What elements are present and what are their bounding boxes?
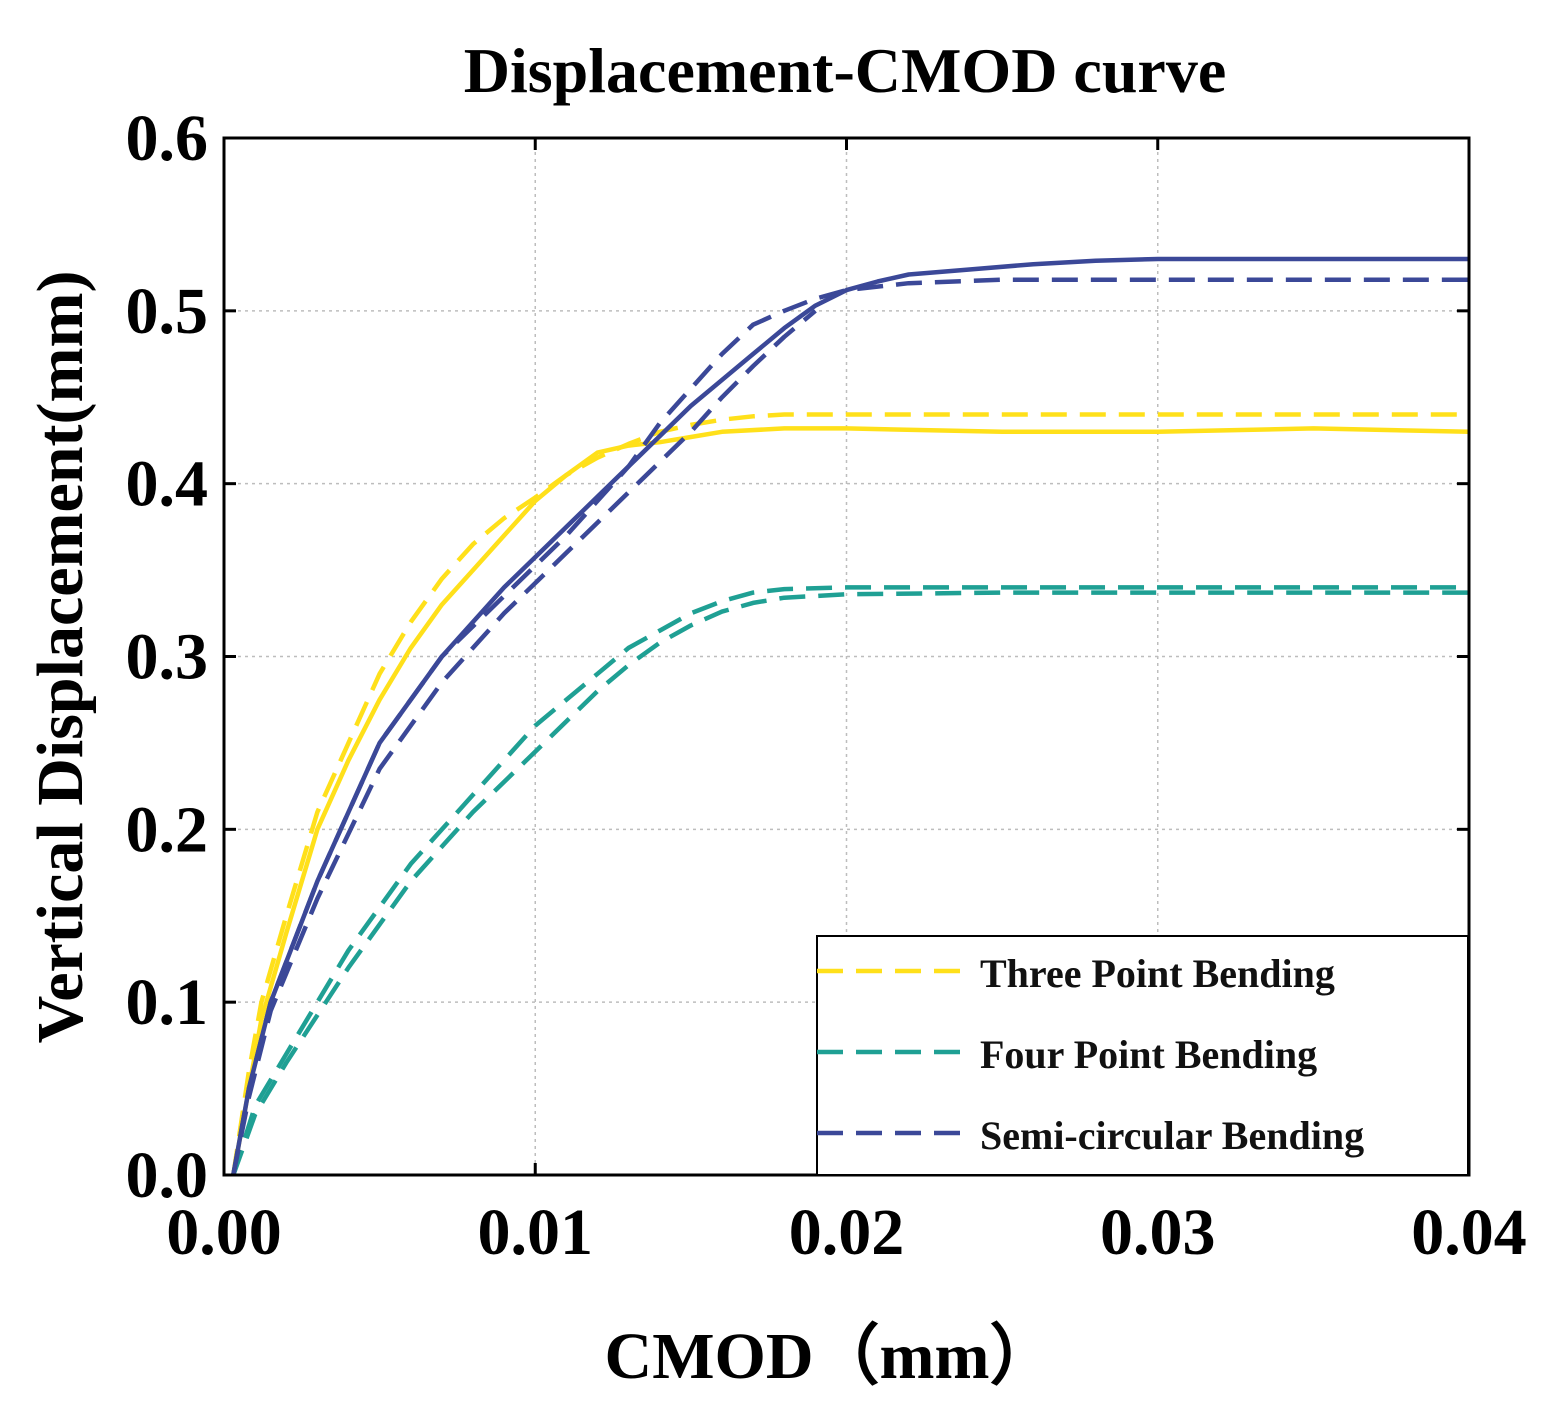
legend-label: Three Point Bending bbox=[980, 951, 1335, 996]
x-tick-labels: 0.00 0.01 0.02 0.03 0.04 bbox=[166, 1196, 1527, 1269]
y-axis-label: Vertical Displacement(mm) bbox=[24, 271, 97, 1044]
series-line-4 bbox=[231, 590, 1469, 1176]
x-tick-label: 0.02 bbox=[789, 1196, 905, 1269]
y-tick-label: 0.4 bbox=[126, 448, 209, 521]
y-tick-label: 0.5 bbox=[126, 275, 209, 348]
x-axis-label: CMOD（mm） bbox=[605, 1319, 1056, 1393]
legend-label: Four Point Bending bbox=[980, 1032, 1317, 1077]
x-tick-label: 0.04 bbox=[1411, 1196, 1527, 1269]
series-line-6 bbox=[231, 256, 1469, 1176]
y-tick-labels: 0.0 0.1 0.2 0.3 0.4 0.5 0.6 bbox=[126, 102, 209, 1212]
series-line-2 bbox=[231, 426, 1470, 1176]
x-tick-label: 0.00 bbox=[166, 1196, 282, 1269]
legend-box bbox=[816, 935, 1469, 1176]
y-tick-label: 0.1 bbox=[126, 966, 209, 1039]
x-tick-label: 0.03 bbox=[1100, 1196, 1216, 1269]
series-layer bbox=[231, 256, 1470, 1176]
y-tick-label: 0.0 bbox=[126, 1139, 209, 1212]
legend-label: Semi-circular Bending bbox=[980, 1113, 1364, 1158]
y-tick-label: 0.3 bbox=[126, 621, 209, 694]
series-line-7 bbox=[231, 309, 817, 1176]
series-line-5 bbox=[231, 277, 1469, 1176]
y-tick-label: 0.2 bbox=[126, 793, 209, 866]
legend: Three Point Bending Four Point Bending Sem… bbox=[816, 935, 1469, 1176]
series-line-3 bbox=[231, 585, 1469, 1176]
chart-title: Displacement-CMOD curve bbox=[464, 35, 1226, 106]
y-tick-label: 0.6 bbox=[126, 102, 209, 175]
x-tick-label: 0.01 bbox=[478, 1196, 594, 1269]
